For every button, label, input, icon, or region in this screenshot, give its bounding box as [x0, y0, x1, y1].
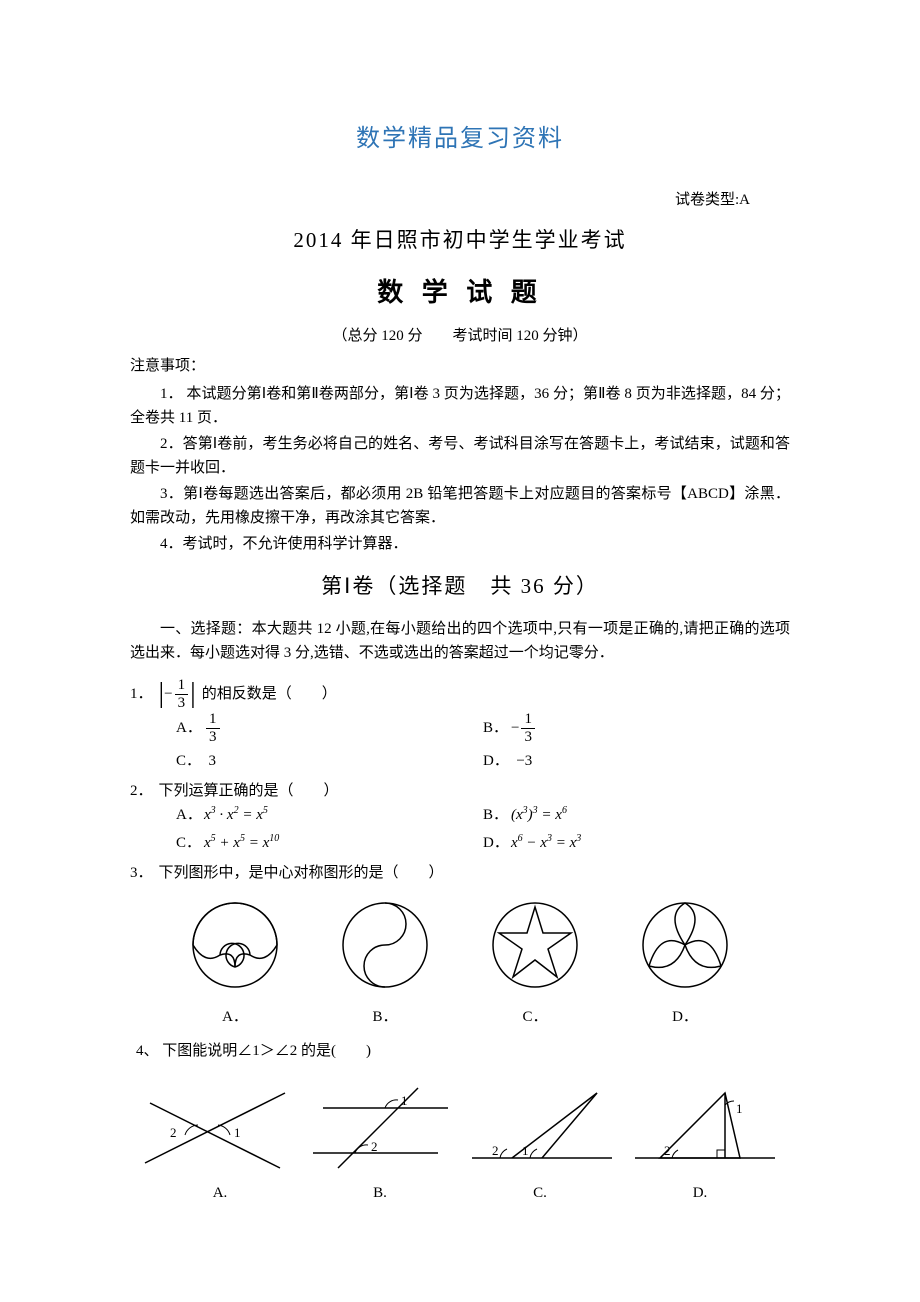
q1-option-c: C． 3: [176, 749, 483, 773]
q2-option-a: A． x3 · x2 = x5: [176, 803, 483, 827]
svg-text:1: 1: [522, 1143, 529, 1158]
section-instruction: 一、选择题：本大题共 12 小题,在每小题给出的四个选项中,只有一项是正确的,请…: [130, 617, 790, 665]
notice-heading: 注意事项：: [130, 354, 790, 378]
svg-text:2: 2: [664, 1143, 671, 1158]
question-4: 4、 下图能说明∠1＞∠2 的是( ): [136, 1039, 790, 1063]
q3-label-b: B．: [310, 1005, 460, 1029]
q1-stem: 的相反数是（ ）: [202, 682, 337, 706]
score-time: （总分 120 分 考试时间 120 分钟）: [130, 324, 790, 348]
svg-text:1: 1: [736, 1101, 743, 1116]
svg-text:2: 2: [371, 1139, 378, 1154]
q1-option-b: B． − 13: [483, 711, 790, 745]
q3-fig-c: [485, 895, 585, 995]
svg-text:2: 2: [170, 1125, 177, 1140]
q1-option-d: D． −3: [483, 749, 790, 773]
q2-number: 2．: [130, 779, 153, 803]
q4-label-a: A.: [140, 1181, 300, 1205]
q4-number: 4、: [136, 1043, 159, 1059]
q4-fig-c: 2 1: [467, 1083, 617, 1173]
q3-number: 3．: [130, 861, 153, 885]
notice-item: 1． 本试题分第Ⅰ卷和第Ⅱ卷两部分，第Ⅰ卷 3 页为选择题，36 分；第Ⅱ卷 8…: [130, 382, 790, 430]
q3-figure-labels: A． B． C． D．: [160, 1005, 760, 1029]
q4-fig-d: 1 2: [630, 1083, 780, 1173]
q4-figure-labels: A. B. C. D.: [140, 1181, 780, 1205]
q4-fig-b: 1 2: [303, 1083, 453, 1173]
paper-type: 试卷类型:A: [130, 188, 790, 212]
notice-item: 3．第Ⅰ卷每题选出答案后，都必须用 2B 铅笔把答题卡上对应题目的答案标号【AB…: [130, 482, 790, 530]
q4-fig-a: 2 1: [140, 1083, 290, 1173]
q2-option-c: C． x5 + x5 = x10: [176, 831, 483, 855]
q3-label-a: A．: [160, 1005, 310, 1029]
q3-figures: [160, 895, 760, 995]
question-3: 3． 下列图形中，是中心对称图形的是（ ）: [130, 861, 790, 885]
question-2: 2． 下列运算正确的是（ ） A． x3 · x2 = x5 B． (x3)3 …: [130, 779, 790, 855]
question-1: 1． | − 13 | 的相反数是（ ） A． 13 B． − 13 C． 3 …: [130, 677, 790, 773]
subject-title: 数 学 试 题: [130, 272, 790, 314]
q1-abs-expr: | − 13 |: [159, 677, 196, 711]
exam-title: 2014 年日照市初中学生学业考试: [130, 224, 790, 258]
q4-label-d: D.: [620, 1181, 780, 1205]
svg-text:1: 1: [401, 1093, 408, 1108]
notice-item: 2．答第Ⅰ卷前，考生务必将自己的姓名、考号、考试科目涂写在答题卡上，考试结束，试…: [130, 432, 790, 480]
svg-text:2: 2: [492, 1143, 499, 1158]
q2-option-d: D． x6 − x3 = x3: [483, 831, 790, 855]
q2-option-b: B． (x3)3 = x6: [483, 803, 790, 827]
q3-fig-b: [335, 895, 435, 995]
q1-number: 1．: [130, 682, 153, 706]
q2-stem: 下列运算正确的是（ ）: [159, 779, 339, 803]
q4-label-b: B.: [300, 1181, 460, 1205]
section-header: 第Ⅰ卷（选择题 共 36 分）: [130, 570, 790, 604]
q4-figures: 2 1 1 2 2 1 1 2: [140, 1083, 780, 1173]
main-title: 数学精品复习资料: [130, 120, 790, 158]
q1-option-a: A． 13: [176, 711, 483, 745]
q3-fig-a: [185, 895, 285, 995]
notice-item: 4．考试时，不允许使用科学计算器．: [130, 532, 790, 556]
q4-label-c: C.: [460, 1181, 620, 1205]
svg-text:1: 1: [234, 1125, 241, 1140]
q3-fig-d: [635, 895, 735, 995]
q3-label-c: C．: [460, 1005, 610, 1029]
q3-stem: 下列图形中，是中心对称图形的是（ ）: [159, 861, 444, 885]
q3-label-d: D．: [610, 1005, 760, 1029]
q4-stem: 下图能说明∠1＞∠2 的是( ): [162, 1043, 371, 1059]
